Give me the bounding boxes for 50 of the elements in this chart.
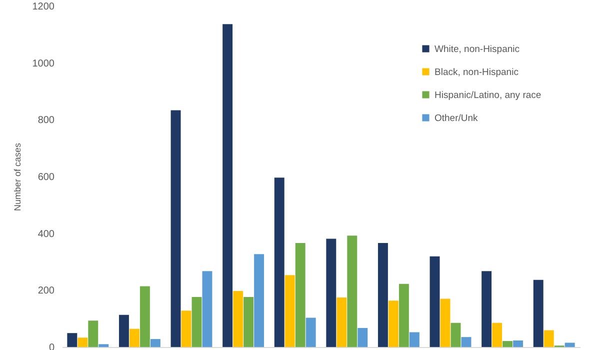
bar xyxy=(502,341,513,347)
bar xyxy=(326,238,336,347)
bar xyxy=(482,271,492,347)
bar xyxy=(98,344,109,347)
bar xyxy=(170,110,181,347)
bar xyxy=(533,280,544,347)
bar xyxy=(244,296,254,347)
legend-label: Other/Unk xyxy=(434,112,478,124)
bar xyxy=(118,314,129,347)
y-tick-label: 400 xyxy=(38,228,55,240)
bar xyxy=(358,328,368,347)
bar xyxy=(398,284,409,347)
bar xyxy=(254,254,264,347)
bar xyxy=(461,337,472,347)
y-tick-label: 1200 xyxy=(32,2,55,12)
legend-label: Hispanic/Latino, any race xyxy=(434,90,542,101)
bar xyxy=(513,340,524,347)
bar xyxy=(222,24,233,347)
bar xyxy=(181,310,192,347)
y-tick-label: 600 xyxy=(38,172,55,183)
bar xyxy=(274,178,284,347)
bar xyxy=(129,328,140,347)
bar xyxy=(347,236,358,347)
bar xyxy=(202,271,212,347)
legend-label: White, non-Hispanic xyxy=(434,44,520,55)
bar xyxy=(378,242,388,347)
y-tick-label: 1000 xyxy=(32,58,55,70)
bar xyxy=(295,242,306,347)
bar xyxy=(306,318,316,347)
bar xyxy=(67,333,78,347)
bar xyxy=(78,338,88,347)
bar xyxy=(492,322,502,347)
bar xyxy=(284,275,295,347)
bar xyxy=(440,298,450,347)
bar xyxy=(430,256,440,347)
y-tick-label: 800 xyxy=(38,115,55,126)
bar xyxy=(233,291,244,347)
bar xyxy=(150,339,160,347)
bar xyxy=(544,330,554,347)
bar xyxy=(564,342,575,347)
legend-label: Black, non-Hispanic xyxy=(434,66,519,78)
bar xyxy=(450,322,461,347)
bar xyxy=(336,298,347,347)
bar xyxy=(388,300,398,347)
bar xyxy=(88,320,98,347)
bar xyxy=(192,296,202,347)
y-axis-title: Number of cases xyxy=(12,142,22,212)
bar xyxy=(409,332,420,347)
y-tick-label: 200 xyxy=(38,286,55,297)
bar xyxy=(140,286,150,347)
